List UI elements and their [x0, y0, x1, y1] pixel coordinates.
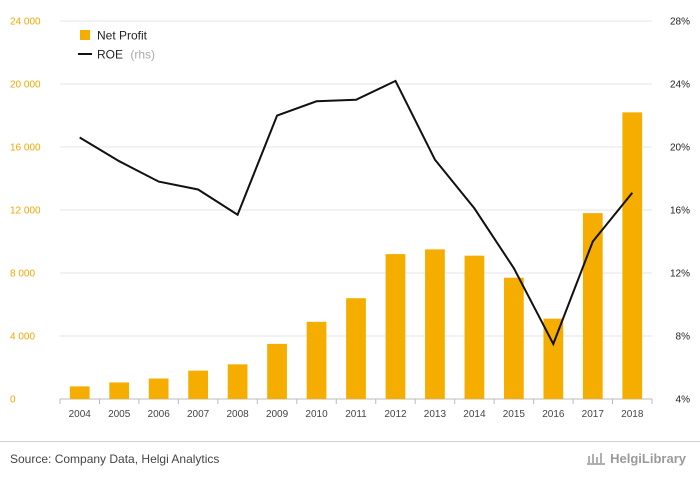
- y-axis-right: 4% 8% 12% 16% 20% 24% 28%: [670, 17, 690, 406]
- legend-swatch-net-profit: [80, 30, 90, 40]
- y-right-tick-label: 12%: [670, 269, 690, 280]
- net-profit-bar: [622, 112, 643, 399]
- net-profit-bar: [188, 370, 208, 399]
- roe-line-group: [79, 79, 634, 347]
- x-tick-label: 2004: [69, 409, 92, 420]
- x-tick-label: 2015: [503, 409, 526, 420]
- net-profit-bar: [425, 249, 445, 399]
- x-tick-label: 2008: [226, 409, 249, 420]
- y-right-tick-label: 28%: [670, 17, 690, 28]
- net-profit-bar: [504, 277, 524, 399]
- net-profit-bar: [109, 382, 130, 399]
- legend-label-roe: ROE (rhs): [97, 48, 155, 62]
- x-tick-label: 2017: [582, 409, 605, 420]
- library-icon: [587, 453, 606, 465]
- y-left-tick-label: 0: [10, 395, 16, 406]
- net-profit-bar: [543, 318, 564, 399]
- y-right-tick-label: 8%: [676, 332, 691, 343]
- net-profit-bar: [464, 255, 485, 399]
- x-tick-label: 2010: [305, 409, 328, 420]
- y-left-tick-label: 4 000: [10, 332, 35, 343]
- x-tick-label: 2011: [345, 409, 367, 420]
- y-left-tick-label: 8 000: [10, 269, 35, 280]
- net-profit-bar: [582, 213, 603, 399]
- legend-label-roe-text: ROE: [97, 48, 123, 62]
- x-tick-label: 2014: [463, 409, 486, 420]
- y-right-tick-label: 20%: [670, 143, 690, 154]
- y-right-tick-label: 4%: [676, 395, 691, 406]
- y-right-tick-label: 16%: [670, 206, 690, 217]
- x-tick-label: 2018: [621, 409, 644, 420]
- net-profit-bar: [306, 321, 327, 399]
- x-tick-label: 2006: [148, 409, 171, 420]
- x-tick-label: 2016: [542, 409, 565, 420]
- legend: Net Profit ROE (rhs): [78, 29, 155, 62]
- x-tick-label: 2013: [424, 409, 447, 420]
- y-right-tick-label: 24%: [670, 80, 690, 91]
- net-profit-bars: [69, 112, 643, 399]
- net-profit-bar: [346, 298, 366, 399]
- net-profit-bar: [69, 386, 90, 399]
- net-profit-bar: [385, 254, 406, 399]
- x-tick-label: 2005: [108, 409, 131, 420]
- y-left-tick-label: 16 000: [10, 143, 41, 154]
- x-tick-label: 2012: [384, 409, 407, 420]
- net-profit-bar: [227, 364, 248, 399]
- gridlines: [59, 20, 653, 404]
- y-axis-left: 0 4 000 8 000 12 000 16 000 20 000 24 000: [10, 17, 41, 406]
- x-axis: 2004 2005 2006 2007 2008 2009 2010 2011 2012 2013…: [69, 409, 644, 420]
- y-left-tick-label: 12 000: [10, 206, 41, 217]
- legend-label-net-profit: Net Profit: [97, 29, 148, 43]
- footer-divider: [0, 441, 700, 442]
- brand-logo: HelgiLibrary: [586, 450, 686, 466]
- legend-label-roe-suffix: (rhs): [130, 48, 155, 62]
- net-profit-bar: [267, 343, 287, 399]
- source-note: Source: Company Data, Helgi Analytics: [10, 452, 220, 466]
- brand-name: HelgiLibrary: [610, 450, 686, 466]
- net-profit-bar: [148, 378, 169, 399]
- y-left-tick-label: 20 000: [10, 80, 41, 91]
- chart: 0 4 000 8 000 12 000 16 000 20 000 24 000 4% 8%…: [10, 17, 690, 421]
- x-tick-label: 2007: [187, 409, 210, 420]
- x-tick-label: 2009: [266, 409, 289, 420]
- y-left-tick-label: 24 000: [10, 17, 41, 28]
